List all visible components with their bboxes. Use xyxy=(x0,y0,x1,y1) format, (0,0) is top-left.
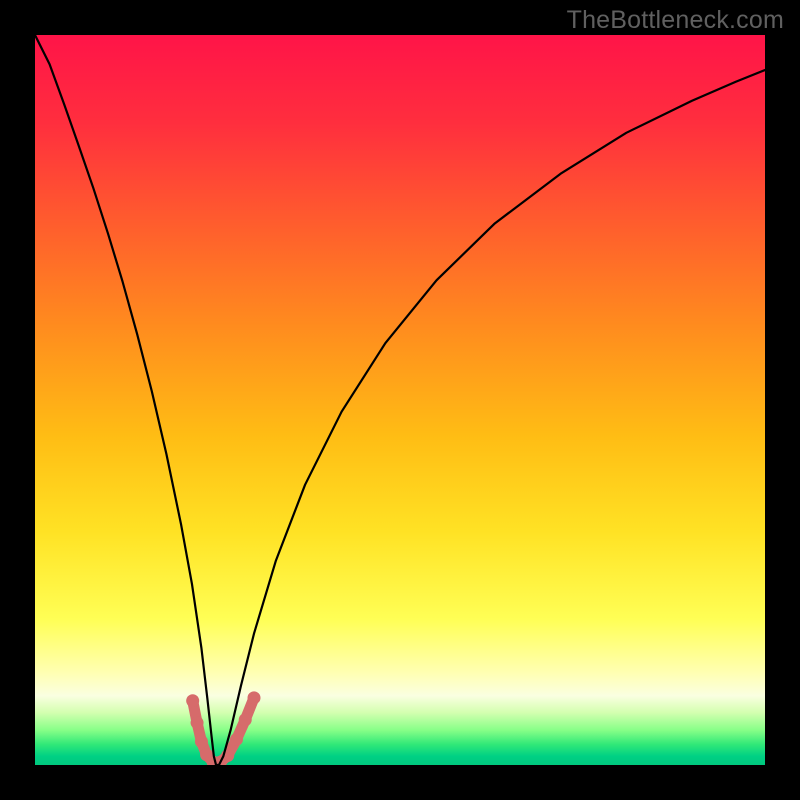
bottom-marker-dot xyxy=(191,716,204,729)
bottom-marker-dot xyxy=(186,694,199,707)
plot-area xyxy=(35,35,765,769)
plot-background-gradient xyxy=(35,35,765,765)
bottom-marker-dot xyxy=(195,735,208,748)
bottom-marker-dot xyxy=(230,733,243,746)
chart-svg xyxy=(0,0,800,800)
watermark-text: TheBottleneck.com xyxy=(567,6,784,35)
bottom-marker-dot xyxy=(248,691,261,704)
bottom-marker-dot xyxy=(239,713,252,726)
